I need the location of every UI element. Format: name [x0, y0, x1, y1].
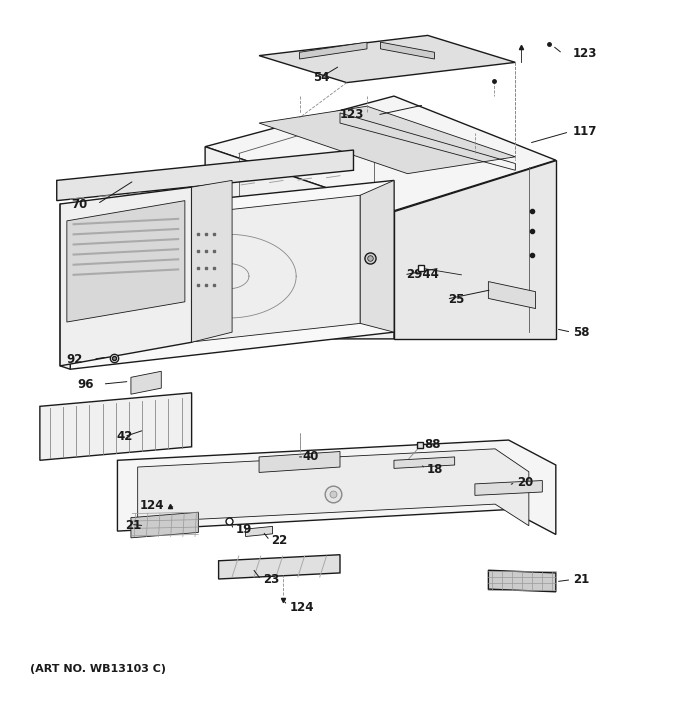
Text: 23: 23: [263, 573, 279, 587]
Polygon shape: [56, 150, 354, 201]
Text: 42: 42: [116, 430, 133, 443]
Polygon shape: [299, 42, 367, 59]
Polygon shape: [67, 201, 185, 322]
Text: 22: 22: [271, 534, 288, 547]
Text: 19: 19: [235, 523, 252, 536]
Polygon shape: [245, 526, 273, 536]
Text: 123: 123: [573, 47, 597, 60]
Text: 20: 20: [517, 476, 533, 489]
Text: 21: 21: [573, 573, 589, 587]
Polygon shape: [381, 42, 435, 59]
Polygon shape: [488, 281, 536, 309]
Polygon shape: [218, 555, 340, 579]
Polygon shape: [360, 181, 394, 332]
Polygon shape: [40, 393, 192, 460]
Polygon shape: [394, 457, 455, 468]
Polygon shape: [475, 481, 543, 495]
Text: 124: 124: [140, 499, 165, 512]
Text: 96: 96: [78, 378, 94, 391]
Text: 70: 70: [71, 197, 87, 210]
Text: 40: 40: [303, 450, 320, 463]
Polygon shape: [394, 160, 556, 339]
Polygon shape: [259, 452, 340, 473]
Text: 117: 117: [573, 125, 597, 138]
Text: 54: 54: [313, 71, 330, 84]
Text: 18: 18: [426, 463, 443, 476]
Text: 2944: 2944: [406, 268, 439, 281]
Text: 25: 25: [448, 293, 464, 306]
Text: 88: 88: [424, 439, 441, 451]
Text: 92: 92: [66, 352, 82, 365]
Polygon shape: [60, 204, 70, 369]
Polygon shape: [488, 571, 556, 592]
Polygon shape: [131, 371, 161, 394]
Polygon shape: [97, 195, 360, 352]
Polygon shape: [205, 146, 394, 339]
Polygon shape: [259, 106, 515, 174]
Polygon shape: [131, 513, 199, 538]
Polygon shape: [118, 440, 556, 534]
Polygon shape: [60, 187, 192, 366]
Polygon shape: [70, 181, 394, 369]
Text: (ART NO. WB13103 C): (ART NO. WB13103 C): [30, 664, 166, 674]
Polygon shape: [137, 449, 529, 526]
Polygon shape: [192, 181, 232, 342]
Text: 58: 58: [573, 326, 589, 339]
Polygon shape: [259, 36, 515, 83]
Polygon shape: [205, 96, 556, 211]
Text: 21: 21: [125, 519, 141, 532]
Text: 123: 123: [339, 109, 364, 122]
Text: 124: 124: [290, 601, 314, 614]
